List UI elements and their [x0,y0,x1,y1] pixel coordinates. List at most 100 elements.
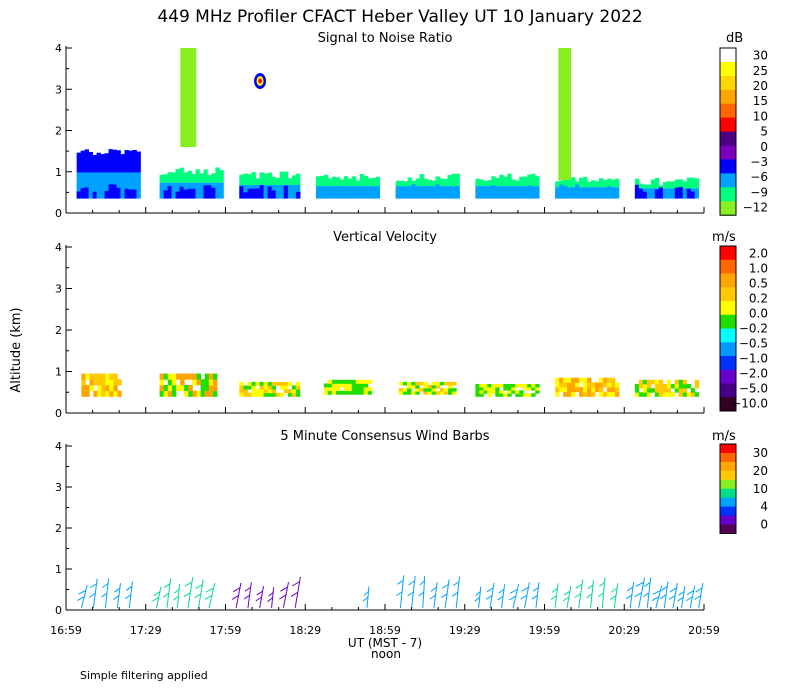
snr-cell [335,177,341,187]
vv-cell [351,387,357,392]
vv-cell [571,391,576,397]
vv-cell [331,387,337,392]
vv-cell [555,382,560,388]
vv-cell [415,391,420,395]
vv-cell [654,383,660,389]
wind-barb-flag [291,581,300,587]
wind-barb-flag [183,592,191,597]
snr-cell [343,176,349,187]
vv-cell [527,393,532,397]
vv-cell [327,387,333,392]
snr-cell [207,175,212,183]
snr-cell [331,186,337,199]
vv-cell [503,393,508,397]
vv-cell [411,381,416,386]
snr-cell [295,191,301,199]
vv-cell [495,390,500,394]
snr-cell [415,188,420,199]
snr-cell [243,192,248,199]
vv-cell [407,388,412,392]
snr-cell [411,180,416,187]
vv-cell [159,390,165,397]
vv-cell [101,390,106,397]
vv-cell [503,387,508,391]
vv-cell [101,373,106,380]
vv-cell [475,387,480,391]
vv-cell [610,391,616,397]
vv-cell [355,383,361,388]
snr-cell [167,172,172,183]
vv-cell [431,384,437,389]
wind-barb-flag [102,583,109,588]
colorbar-label: 10 [753,109,768,123]
vv-cell [507,393,512,397]
colorbar-swatch [720,159,736,174]
vv-cell [610,387,616,393]
snr-cell [367,189,373,199]
vv-cell [327,383,333,388]
vv-cell [363,387,369,392]
vv-cell [351,383,357,388]
snr-cell [128,172,133,199]
vv-cell [163,390,169,397]
wind-barb-flag [586,593,593,599]
vv-cell [275,381,281,386]
vv-cell [452,388,457,392]
snr-cell [479,179,484,187]
colorbar-swatch [720,444,736,454]
snr-cell [567,187,572,199]
x-tick-label: 19:29 [449,624,481,637]
wind-barb-flag [509,588,518,594]
snr-cell [159,182,164,199]
vv-cell [267,392,273,397]
vv-cell [483,387,488,391]
vv-cell [495,387,500,391]
vv-cell [666,379,672,385]
wind-data-layer [77,575,704,609]
wind-barb-flag [497,595,504,601]
vv-cell [347,379,353,384]
snr-cell [419,174,424,187]
snr-cell [595,181,600,188]
vv-cell [567,387,572,393]
vv-cell [475,390,480,394]
vv-cell [535,387,540,391]
vv-cell [327,379,333,384]
vv-cell [259,389,264,394]
vv-cell [101,384,106,392]
snr-colorbar-title: dB [726,31,743,46]
vv-cell [431,388,437,392]
vv-cell [109,373,114,380]
colorbar-label: 2.0 [749,247,768,261]
snr-cell [199,182,204,199]
vv-cell [595,387,600,393]
colorbar-label: −0.2 [739,322,768,336]
vv-cell [575,382,580,388]
wind-barb-staff [166,578,172,609]
vv-data-layer [81,373,700,397]
vv-cell [448,384,453,389]
colorbar-swatch [720,48,736,63]
snr-cell [323,174,329,187]
vv-cell [171,379,177,386]
vv-cell [267,385,273,390]
snr-cell [116,187,121,199]
vv-cell [171,373,177,380]
snr-cell [339,179,345,187]
x-tick-label: 16:59 [50,624,82,637]
vv-cell [435,391,441,395]
wind-barb-flag [475,591,481,597]
vv-cell [188,384,193,392]
snr-cell [100,172,105,199]
wind-barb-flag [609,595,617,600]
wind-barb-flag [407,591,414,597]
snr-cell [112,184,117,199]
snr-cell [76,191,82,199]
snr-cell [375,186,381,199]
vv-cell [239,392,244,397]
vv-cell [323,383,329,388]
snr-cell [567,178,572,188]
vv-cell [563,387,568,393]
snr-cell [347,186,353,199]
vv-cell [646,383,652,389]
